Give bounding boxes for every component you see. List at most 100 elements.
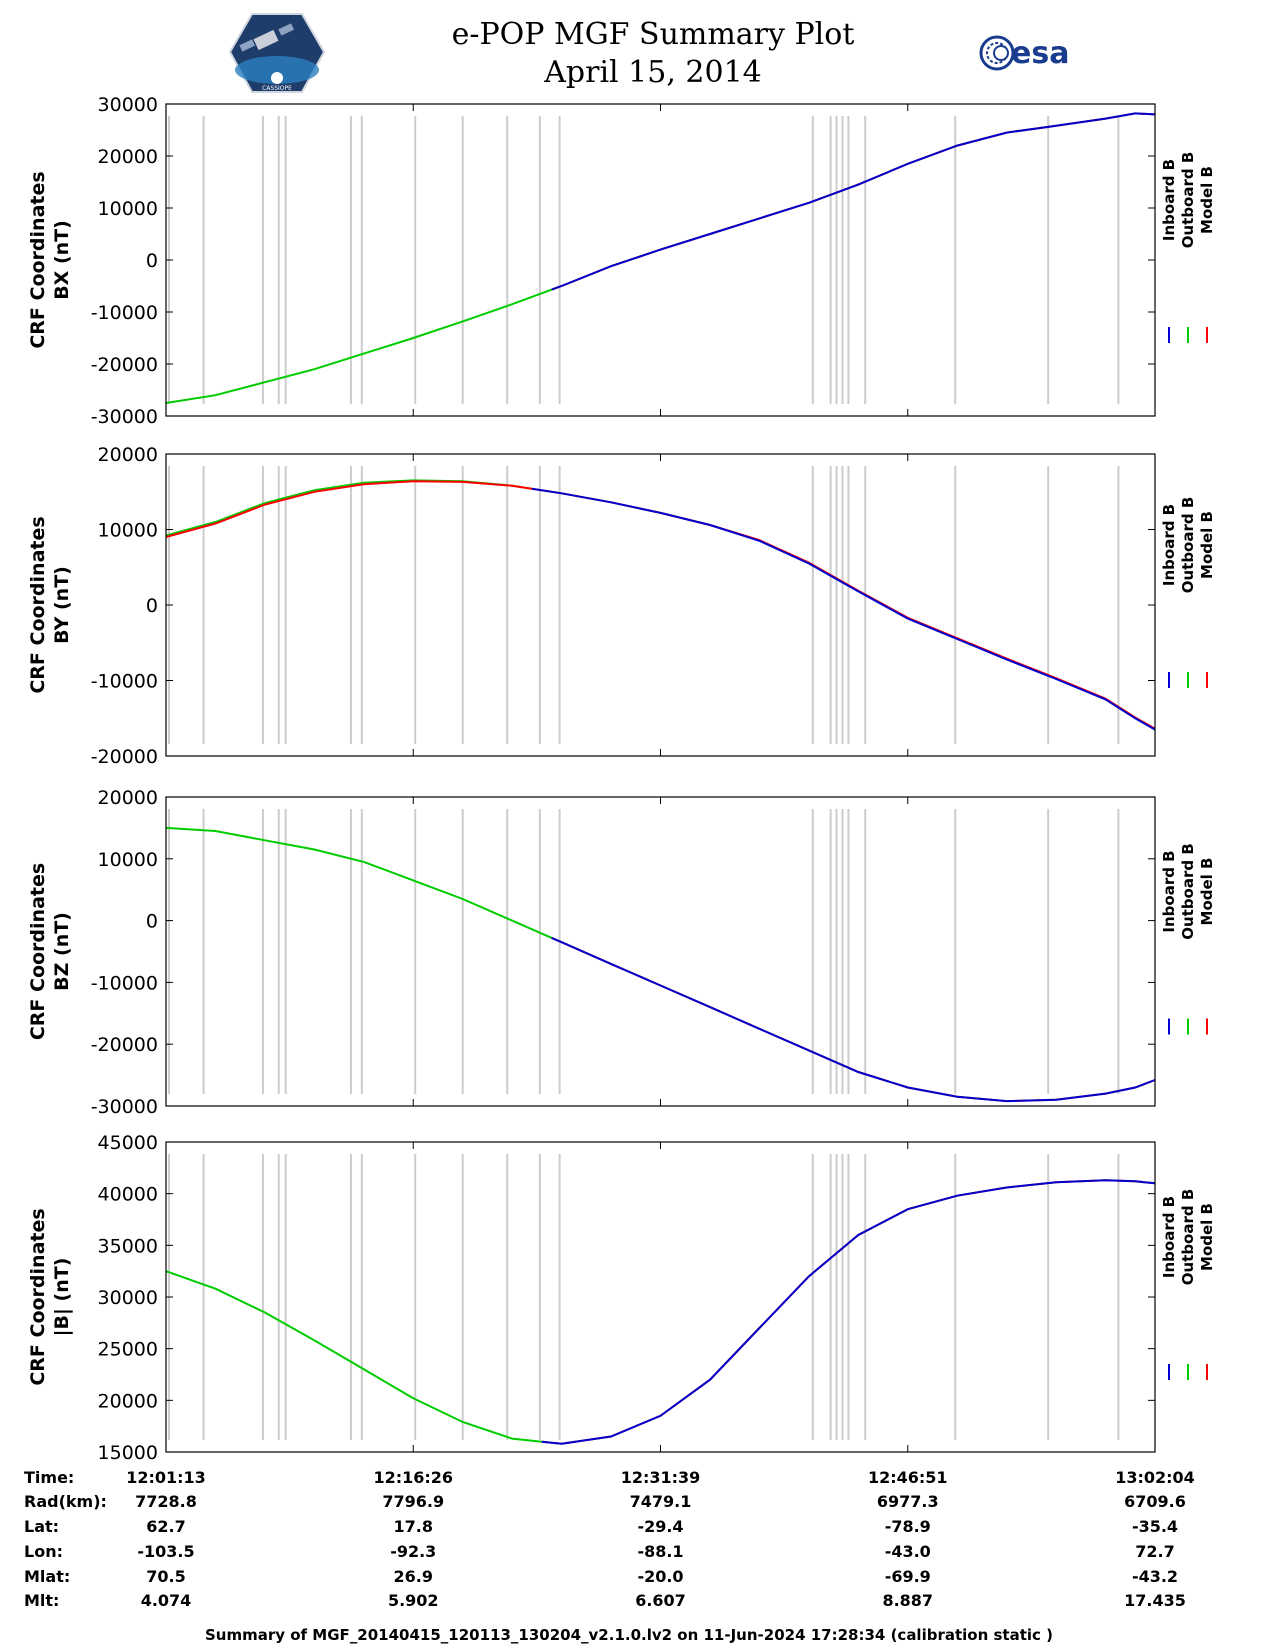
series-line-outboard-b — [165, 826, 553, 939]
table-cell: 7728.8 — [135, 1492, 197, 1511]
table-cell: 70.5 — [146, 1567, 185, 1586]
series-line-model-b — [551, 936, 1156, 1103]
table-cell: -20.0 — [637, 1567, 683, 1586]
series-line-inboard-b — [551, 112, 1156, 291]
left-logo-label: CASSIOPE — [262, 85, 292, 92]
series-line-inboard-b — [541, 1179, 1156, 1445]
y-tick-label: 20000 — [98, 1390, 158, 1412]
y-axis-label: BZ (nT) — [51, 912, 73, 991]
table-row-label: Lon: — [24, 1542, 63, 1561]
y-tick-label: -10000 — [91, 671, 158, 693]
table-cell: -43.0 — [885, 1542, 931, 1561]
y-tick-label: -20000 — [91, 354, 158, 376]
y-tick-label: 20000 — [98, 444, 158, 466]
y-tick-label: 40000 — [98, 1184, 158, 1206]
table-cell: 6977.3 — [877, 1492, 939, 1511]
table-cell: -43.2 — [1132, 1567, 1178, 1586]
y-axis-label: CRF Coordinates — [27, 516, 49, 693]
table-cell: 72.7 — [1135, 1542, 1174, 1561]
table-row-label: Mlt: — [24, 1591, 59, 1610]
legend-label: Outboard B — [1179, 1189, 1197, 1286]
table-cell: 4.074 — [141, 1591, 192, 1610]
panel-4: 45000 40000 35000 30000 25000 20000 15000 CRF C… — [27, 1132, 1216, 1464]
y-tick-label: -30000 — [91, 1096, 158, 1118]
table-cell: 62.7 — [146, 1517, 185, 1536]
y-tick-label: -20000 — [91, 746, 158, 768]
legend-label: Inboard B — [1160, 1196, 1178, 1278]
y-tick-label: -20000 — [91, 1034, 158, 1056]
y-tick-label: -30000 — [91, 406, 158, 428]
legend-label: Inboard B — [1160, 159, 1178, 241]
table-cell: 5.902 — [388, 1591, 439, 1610]
table-cell: 13:02:04 — [1115, 1468, 1195, 1487]
series-line-outboard-b — [165, 1270, 542, 1443]
y-tick-label: 10000 — [98, 520, 158, 542]
y-axis-label: CRF Coordinates — [27, 171, 49, 348]
series-line-model-b — [165, 480, 1156, 730]
plot-frame — [165, 796, 1156, 1107]
table-cell: -103.5 — [137, 1542, 194, 1561]
plot-frame — [165, 453, 1156, 757]
legend-label: Model B — [1198, 1203, 1216, 1271]
table-cell: 12:16:26 — [373, 1468, 453, 1487]
series-line-outboard-b — [165, 288, 553, 404]
left-logo: CASSIOPE — [228, 13, 326, 93]
legend-label: Outboard B — [1179, 152, 1197, 249]
y-tick-label: -10000 — [91, 972, 158, 994]
footer-summary: Summary of MGF_20140415_120113_130204_v2… — [205, 1626, 1053, 1644]
orbit-data-table: Time: Rad(km): Lat: Lon: Mlat: Mlt: 12:01:13 77… — [24, 1468, 1195, 1610]
plot-panels: 30000 20000 10000 0 -10000 -20000 -30000 CRF Co… — [27, 94, 1216, 1464]
table-cell: 12:46:51 — [868, 1468, 948, 1487]
legend-label: Outboard B — [1179, 497, 1197, 594]
panel-1: 30000 20000 10000 0 -10000 -20000 -30000 CRF Co… — [27, 94, 1216, 428]
series-line-outboard-b — [165, 479, 533, 537]
y-tick-label: 45000 — [98, 1132, 158, 1154]
y-tick-label: 20000 — [98, 146, 158, 168]
y-tick-label: 25000 — [98, 1339, 158, 1361]
y-axis-label: CRF Coordinates — [27, 863, 49, 1040]
table-cell: 12:01:13 — [126, 1468, 206, 1487]
y-tick-label: 30000 — [98, 94, 158, 116]
table-row-label: Time: — [24, 1468, 74, 1487]
table-cell: -69.9 — [885, 1567, 931, 1586]
y-tick-label: 30000 — [98, 1287, 158, 1309]
y-tick-label: 10000 — [98, 849, 158, 871]
title-line-2: April 15, 2014 — [543, 55, 762, 90]
panel-2: 20000 10000 0 -10000 -20000 CRF Coordinates BY… — [27, 444, 1216, 768]
table-cell: 26.9 — [394, 1567, 433, 1586]
series-line-inboard-b — [551, 936, 1156, 1103]
esa-logo: esa — [979, 35, 1069, 71]
table-cell: 8.887 — [882, 1591, 933, 1610]
esa-logo-text: esa — [1011, 36, 1069, 71]
y-tick-label: 0 — [146, 250, 158, 272]
table-cell: 7479.1 — [630, 1492, 692, 1511]
legend-label: Model B — [1198, 511, 1216, 579]
y-axis-label: BY (nT) — [51, 566, 73, 644]
y-tick-label: 0 — [146, 911, 158, 933]
table-row-label: Rad(km): — [24, 1492, 107, 1511]
table-cell: 17.8 — [394, 1517, 433, 1536]
table-cell: -92.3 — [390, 1542, 436, 1561]
y-tick-label: 15000 — [98, 1442, 158, 1464]
table-cell: 7796.9 — [382, 1492, 444, 1511]
y-tick-label: 35000 — [98, 1235, 158, 1257]
y-axis-label: |B| (nT) — [51, 1258, 73, 1337]
table-cell: 6.607 — [635, 1591, 686, 1610]
table-row-label: Mlat: — [24, 1567, 70, 1586]
table-cell: -35.4 — [1132, 1517, 1178, 1536]
table-cell: -88.1 — [637, 1542, 683, 1561]
title-line-1: e-POP MGF Summary Plot — [452, 17, 855, 52]
legend-label: Model B — [1198, 858, 1216, 926]
table-cell: 12:31:39 — [621, 1468, 701, 1487]
table-cell: 6709.6 — [1124, 1492, 1186, 1511]
table-row-label: Lat: — [24, 1517, 59, 1536]
table-cell: -29.4 — [637, 1517, 683, 1536]
legend-label: Inboard B — [1160, 504, 1178, 586]
table-cell: 17.435 — [1124, 1591, 1186, 1610]
y-axis-label: BX (nT) — [51, 220, 73, 300]
y-tick-label: 20000 — [98, 787, 158, 809]
y-tick-label: -10000 — [91, 302, 158, 324]
y-tick-label: 0 — [146, 595, 158, 617]
legend-label: Model B — [1198, 166, 1216, 234]
legend-label: Inboard B — [1160, 850, 1178, 932]
